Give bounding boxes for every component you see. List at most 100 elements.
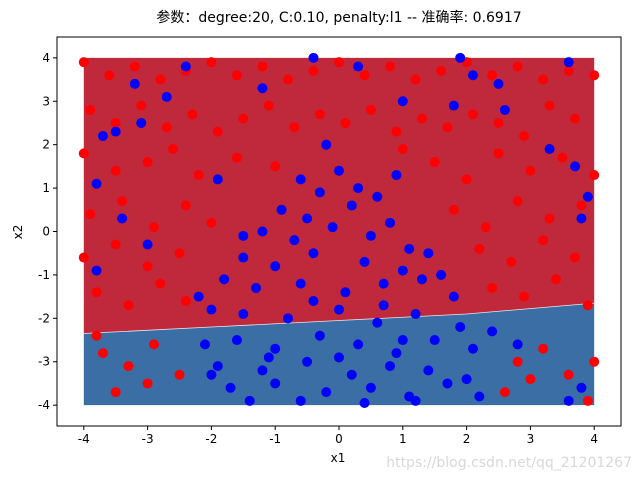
point xyxy=(257,226,268,237)
point xyxy=(397,96,408,107)
point xyxy=(436,65,447,76)
point xyxy=(321,387,332,398)
point xyxy=(346,200,357,211)
point xyxy=(365,382,376,393)
point xyxy=(155,278,166,289)
point xyxy=(161,91,172,102)
point xyxy=(334,57,344,68)
point xyxy=(436,269,447,280)
point xyxy=(270,378,281,389)
point xyxy=(295,395,306,406)
point xyxy=(448,204,459,215)
point xyxy=(372,191,383,202)
point xyxy=(359,70,370,81)
x-tick-label: -3 xyxy=(142,432,154,446)
point xyxy=(563,395,574,406)
point xyxy=(499,387,510,398)
point xyxy=(117,213,128,224)
x-tick-label: -2 xyxy=(205,432,217,446)
point xyxy=(582,300,593,311)
y-tick-label: 4 xyxy=(42,51,50,65)
point xyxy=(238,252,249,263)
point xyxy=(257,61,268,72)
point xyxy=(544,144,555,155)
watermark: https://blog.csdn.net/qq_21201267 xyxy=(386,455,632,471)
point xyxy=(219,274,230,285)
point xyxy=(461,374,472,385)
x-axis-label: x1 xyxy=(331,451,346,465)
point xyxy=(136,100,147,111)
point xyxy=(193,170,204,181)
x-tick-label: 2 xyxy=(463,432,471,446)
point xyxy=(589,170,600,181)
point xyxy=(180,61,191,72)
point xyxy=(231,335,242,346)
x-tick-label: 1 xyxy=(399,432,407,446)
point xyxy=(550,274,561,285)
point xyxy=(410,395,421,406)
point xyxy=(340,287,351,298)
point xyxy=(467,343,478,354)
point xyxy=(519,291,530,302)
point xyxy=(244,395,255,406)
point xyxy=(91,265,102,276)
point xyxy=(544,213,555,224)
point xyxy=(206,304,217,315)
point xyxy=(448,100,459,111)
point xyxy=(544,100,555,111)
point xyxy=(487,70,498,81)
point xyxy=(570,252,581,263)
point xyxy=(416,113,427,124)
point xyxy=(512,339,523,350)
x-tick-label: 4 xyxy=(590,432,598,446)
point xyxy=(85,104,96,115)
point xyxy=(346,369,357,380)
point xyxy=(480,222,491,233)
point xyxy=(512,356,523,367)
point xyxy=(525,374,536,385)
point xyxy=(78,252,89,263)
point xyxy=(231,70,242,81)
decision-boundary xyxy=(83,302,595,334)
point xyxy=(270,261,281,272)
point xyxy=(538,74,549,85)
point xyxy=(455,322,466,333)
y-tick-label: -4 xyxy=(38,398,50,412)
point xyxy=(359,397,370,408)
point xyxy=(404,243,415,254)
point xyxy=(155,74,166,85)
point xyxy=(308,65,319,76)
y-tick-label: 0 xyxy=(42,225,50,239)
y-tick-label: -1 xyxy=(38,268,50,282)
point xyxy=(429,335,440,346)
point xyxy=(582,395,593,406)
point xyxy=(251,282,262,293)
point xyxy=(295,278,306,289)
point xyxy=(442,122,453,133)
point xyxy=(448,291,459,302)
point xyxy=(123,300,134,311)
point xyxy=(282,313,293,324)
point xyxy=(397,335,408,346)
point xyxy=(263,352,274,363)
point xyxy=(385,61,396,72)
point xyxy=(397,265,408,276)
point xyxy=(212,126,223,137)
point xyxy=(148,222,159,233)
point xyxy=(212,174,223,185)
point xyxy=(576,382,587,393)
point xyxy=(391,126,402,137)
point xyxy=(314,187,325,198)
point xyxy=(193,291,204,302)
point xyxy=(416,274,427,285)
point xyxy=(410,74,421,85)
point xyxy=(506,256,517,267)
point xyxy=(340,117,351,128)
point xyxy=(212,361,223,372)
point xyxy=(129,78,140,89)
point xyxy=(238,230,249,241)
point xyxy=(91,330,102,341)
point xyxy=(570,113,581,124)
